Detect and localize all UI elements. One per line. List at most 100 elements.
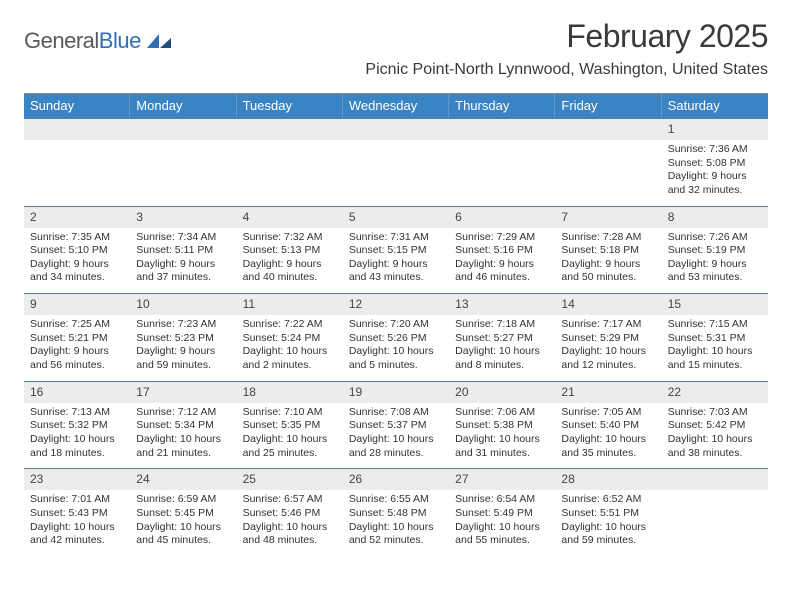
- sunrise-text: Sunrise: 7:29 AM: [455, 231, 549, 245]
- day-body: Sunrise: 7:08 AMSunset: 5:37 PMDaylight:…: [343, 403, 449, 469]
- day-body: Sunrise: 6:59 AMSunset: 5:45 PMDaylight:…: [130, 490, 236, 556]
- sunrise-text: Sunrise: 7:03 AM: [668, 406, 762, 420]
- day-number: 19: [343, 382, 449, 403]
- sunset-text: Sunset: 5:43 PM: [30, 507, 124, 521]
- sunrise-text: Sunrise: 7:26 AM: [668, 231, 762, 245]
- sunset-text: Sunset: 5:18 PM: [561, 244, 655, 258]
- daylight-text: Daylight: 10 hours and 42 minutes.: [30, 521, 124, 548]
- day-body: Sunrise: 7:32 AMSunset: 5:13 PMDaylight:…: [237, 228, 343, 294]
- sunrise-text: Sunrise: 7:31 AM: [349, 231, 443, 245]
- day-number: 4: [237, 207, 343, 228]
- daylight-text: Daylight: 10 hours and 15 minutes.: [668, 345, 762, 372]
- day-body: Sunrise: 7:20 AMSunset: 5:26 PMDaylight:…: [343, 315, 449, 381]
- sunset-text: Sunset: 5:35 PM: [243, 419, 337, 433]
- sunset-text: Sunset: 5:23 PM: [136, 332, 230, 346]
- day-number: 6: [449, 207, 555, 228]
- daylight-text: Daylight: 9 hours and 53 minutes.: [668, 258, 762, 285]
- day-body: Sunrise: 7:29 AMSunset: 5:16 PMDaylight:…: [449, 228, 555, 294]
- month-title: February 2025: [365, 18, 768, 55]
- daylight-text: Daylight: 10 hours and 52 minutes.: [349, 521, 443, 548]
- day-number: 11: [237, 294, 343, 315]
- sunrise-text: Sunrise: 7:08 AM: [349, 406, 443, 420]
- daylight-text: Daylight: 10 hours and 2 minutes.: [243, 345, 337, 372]
- sunrise-text: Sunrise: 7:01 AM: [30, 493, 124, 507]
- sunset-text: Sunset: 5:24 PM: [243, 332, 337, 346]
- day-number: 18: [237, 382, 343, 403]
- day-number: 2: [24, 207, 130, 228]
- daylight-text: Daylight: 10 hours and 12 minutes.: [561, 345, 655, 372]
- sunset-text: Sunset: 5:21 PM: [30, 332, 124, 346]
- sunrise-text: Sunrise: 7:23 AM: [136, 318, 230, 332]
- day-body: Sunrise: 7:13 AMSunset: 5:32 PMDaylight:…: [24, 403, 130, 469]
- sunrise-text: Sunrise: 7:35 AM: [30, 231, 124, 245]
- dow-header-cell: Tuesday: [237, 94, 343, 118]
- sunset-text: Sunset: 5:10 PM: [30, 244, 124, 258]
- day-body: Sunrise: 7:06 AMSunset: 5:38 PMDaylight:…: [449, 403, 555, 469]
- daylight-text: Daylight: 9 hours and 34 minutes.: [30, 258, 124, 285]
- day-body: Sunrise: 7:05 AMSunset: 5:40 PMDaylight:…: [555, 403, 661, 469]
- calendar: SundayMondayTuesdayWednesdayThursdayFrid…: [24, 93, 768, 556]
- day-number: 1: [662, 119, 768, 140]
- day-number: 20: [449, 382, 555, 403]
- daylight-text: Daylight: 10 hours and 55 minutes.: [455, 521, 549, 548]
- daylight-text: Daylight: 10 hours and 28 minutes.: [349, 433, 443, 460]
- daylight-text: Daylight: 9 hours and 56 minutes.: [30, 345, 124, 372]
- day-number: [130, 119, 236, 140]
- day-number: 23: [24, 469, 130, 490]
- dow-header-cell: Wednesday: [343, 94, 449, 118]
- location: Picnic Point-North Lynnwood, Washington,…: [365, 61, 768, 79]
- title-block: February 2025 Picnic Point-North Lynnwoo…: [365, 18, 768, 79]
- day-number: 16: [24, 382, 130, 403]
- day-number: 9: [24, 294, 130, 315]
- sunrise-text: Sunrise: 7:22 AM: [243, 318, 337, 332]
- day-body: Sunrise: 7:15 AMSunset: 5:31 PMDaylight:…: [662, 315, 768, 381]
- dow-header-cell: Monday: [130, 94, 236, 118]
- week-row: 2345678Sunrise: 7:35 AMSunset: 5:10 PMDa…: [24, 206, 768, 294]
- sunset-text: Sunset: 5:31 PM: [668, 332, 762, 346]
- day-number: 7: [555, 207, 661, 228]
- day-number: 28: [555, 469, 661, 490]
- day-body: Sunrise: 6:55 AMSunset: 5:48 PMDaylight:…: [343, 490, 449, 556]
- day-body: Sunrise: 7:31 AMSunset: 5:15 PMDaylight:…: [343, 228, 449, 294]
- sunset-text: Sunset: 5:08 PM: [668, 157, 762, 171]
- day-body: Sunrise: 7:36 AMSunset: 5:08 PMDaylight:…: [662, 140, 768, 206]
- day-body: Sunrise: 7:26 AMSunset: 5:19 PMDaylight:…: [662, 228, 768, 294]
- daylight-text: Daylight: 10 hours and 48 minutes.: [243, 521, 337, 548]
- logo-word1: General: [24, 28, 99, 53]
- day-body: [449, 140, 555, 206]
- daylight-text: Daylight: 10 hours and 25 minutes.: [243, 433, 337, 460]
- week-row: 1Sunrise: 7:36 AMSunset: 5:08 PMDaylight…: [24, 118, 768, 206]
- dow-header-cell: Sunday: [24, 94, 130, 118]
- day-number: 27: [449, 469, 555, 490]
- day-body: Sunrise: 7:12 AMSunset: 5:34 PMDaylight:…: [130, 403, 236, 469]
- sunrise-text: Sunrise: 7:34 AM: [136, 231, 230, 245]
- sunrise-text: Sunrise: 6:54 AM: [455, 493, 549, 507]
- daylight-text: Daylight: 9 hours and 59 minutes.: [136, 345, 230, 372]
- sunset-text: Sunset: 5:19 PM: [668, 244, 762, 258]
- sunset-text: Sunset: 5:27 PM: [455, 332, 549, 346]
- sunset-text: Sunset: 5:45 PM: [136, 507, 230, 521]
- daylight-text: Daylight: 10 hours and 38 minutes.: [668, 433, 762, 460]
- day-body: Sunrise: 7:25 AMSunset: 5:21 PMDaylight:…: [24, 315, 130, 381]
- sunrise-text: Sunrise: 7:20 AM: [349, 318, 443, 332]
- logo-text: GeneralBlue: [24, 28, 141, 54]
- day-body-row: Sunrise: 7:35 AMSunset: 5:10 PMDaylight:…: [24, 228, 768, 294]
- daynum-strip: 16171819202122: [24, 382, 768, 403]
- daynum-strip: 9101112131415: [24, 294, 768, 315]
- sunset-text: Sunset: 5:32 PM: [30, 419, 124, 433]
- day-number: 25: [237, 469, 343, 490]
- sunrise-text: Sunrise: 7:25 AM: [30, 318, 124, 332]
- day-body: Sunrise: 6:54 AMSunset: 5:49 PMDaylight:…: [449, 490, 555, 556]
- week-row: 16171819202122Sunrise: 7:13 AMSunset: 5:…: [24, 381, 768, 469]
- day-number: [555, 119, 661, 140]
- day-body: Sunrise: 7:17 AMSunset: 5:29 PMDaylight:…: [555, 315, 661, 381]
- daylight-text: Daylight: 10 hours and 59 minutes.: [561, 521, 655, 548]
- day-number: [662, 469, 768, 490]
- sunrise-text: Sunrise: 7:05 AM: [561, 406, 655, 420]
- sunset-text: Sunset: 5:34 PM: [136, 419, 230, 433]
- day-number: 8: [662, 207, 768, 228]
- dow-header-row: SundayMondayTuesdayWednesdayThursdayFrid…: [24, 93, 768, 118]
- day-body: Sunrise: 7:23 AMSunset: 5:23 PMDaylight:…: [130, 315, 236, 381]
- day-number: 3: [130, 207, 236, 228]
- day-body-row: Sunrise: 7:13 AMSunset: 5:32 PMDaylight:…: [24, 403, 768, 469]
